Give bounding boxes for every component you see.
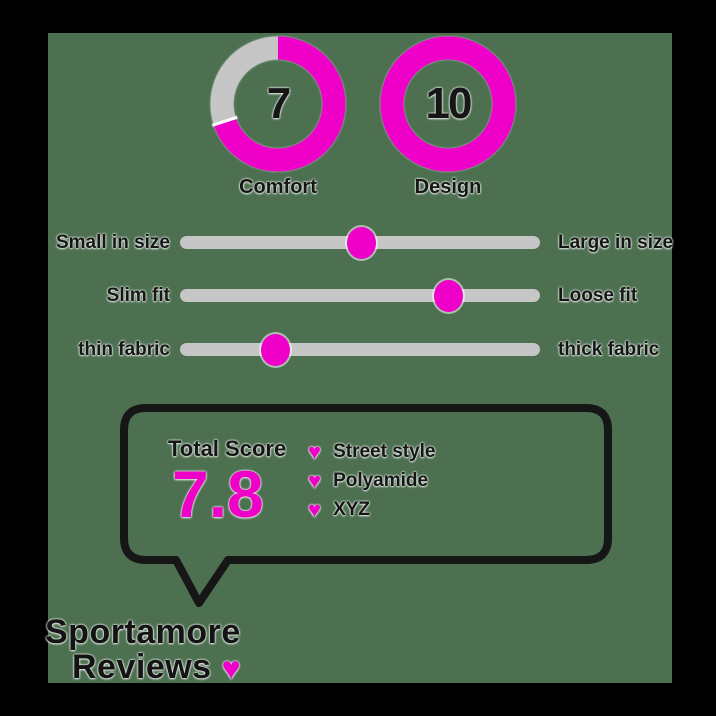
heart-icon: ♥ bbox=[308, 497, 322, 522]
gauge-design-label: Design bbox=[414, 176, 482, 198]
tag-row: ♥ XYZ bbox=[308, 497, 370, 523]
gauge-design-value: 10 bbox=[425, 79, 473, 128]
brand-heart-icon: ♥ bbox=[221, 649, 242, 686]
slider-fit-right-label: Loose fit bbox=[558, 285, 638, 306]
slider-size-right-label: Large in size bbox=[558, 232, 674, 253]
donut-ring-design bbox=[380, 36, 516, 172]
slider-fit-left-label: Slim fit bbox=[106, 285, 170, 306]
slider-fabric-left-label: thin fabric bbox=[78, 339, 170, 360]
gauge-comfort-label: Comfort bbox=[239, 176, 317, 198]
speech-bubble-path bbox=[120, 404, 612, 607]
donut-value-arc bbox=[210, 36, 346, 172]
slider-fit-knob[interactable] bbox=[434, 280, 464, 312]
donut-value-arc bbox=[380, 36, 516, 172]
slider-fabric-right-label: thick fabric bbox=[558, 339, 660, 360]
heart-icon: ♥ bbox=[308, 439, 322, 464]
slider-size-left-label: Small in size bbox=[55, 232, 170, 253]
tag-label: Polyamide bbox=[333, 470, 429, 491]
green-background-panel bbox=[48, 33, 672, 683]
brand-line2-text: Reviews bbox=[72, 648, 212, 686]
gauge-comfort: 7 bbox=[208, 34, 348, 174]
tag-label: XYZ bbox=[333, 499, 371, 520]
total-score-value: 7.8 bbox=[172, 457, 264, 531]
total-score-title: Total Score bbox=[168, 436, 287, 461]
gauge-design: 10 bbox=[378, 34, 518, 174]
arc-end-notch bbox=[211, 115, 238, 127]
tag-label: Street style bbox=[333, 441, 436, 462]
brand-line2: Reviews ♥ bbox=[72, 648, 241, 687]
tag-row: ♥ Street style bbox=[308, 439, 436, 465]
slider-fabric-knob[interactable] bbox=[260, 334, 290, 366]
slider-size-knob[interactable] bbox=[347, 227, 377, 259]
brand-line1: Sportamore bbox=[45, 613, 241, 651]
tag-row: ♥ Polyamide bbox=[308, 468, 428, 494]
gauge-comfort-value: 7 bbox=[266, 79, 291, 128]
donut-ring-comfort bbox=[210, 36, 346, 172]
heart-icon: ♥ bbox=[308, 468, 322, 493]
